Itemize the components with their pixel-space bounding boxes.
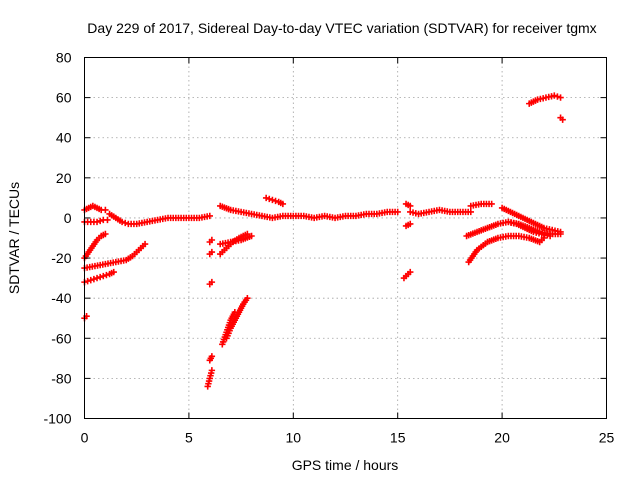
data-point <box>488 200 495 208</box>
x-tick-label: 15 <box>390 430 406 446</box>
data-layer <box>81 92 566 390</box>
data-point <box>269 196 276 204</box>
data-point <box>394 208 401 216</box>
data-point <box>407 202 414 210</box>
data-point <box>248 232 255 240</box>
series-arc-22 <box>407 206 474 218</box>
x-tick-label: 10 <box>286 430 302 446</box>
x-tick-label: 5 <box>185 430 193 446</box>
data-point <box>407 268 414 276</box>
data-point <box>266 195 273 203</box>
plot-frame <box>84 57 607 419</box>
series-arc-06 <box>81 313 90 322</box>
series-arc-08 <box>206 236 216 246</box>
y-tick-label: 20 <box>56 170 72 186</box>
data-point <box>93 218 101 226</box>
series-arc-13 <box>217 202 401 222</box>
data-point <box>122 219 129 227</box>
data-point <box>96 217 104 225</box>
data-point <box>208 236 216 244</box>
data-point <box>90 275 98 283</box>
chart-title: Day 229 of 2017, Sidereal Day-to-day VTE… <box>87 20 596 36</box>
series-arc-17 <box>223 294 251 342</box>
series-arc-21 <box>402 220 414 230</box>
data-point <box>96 273 104 281</box>
data-point <box>407 220 414 228</box>
data-point <box>244 230 251 238</box>
data-point <box>557 94 564 101</box>
data-point <box>208 353 216 360</box>
series-arc-09 <box>206 248 216 258</box>
data-point <box>208 278 216 286</box>
series-arc-18 <box>262 194 287 208</box>
series-arc-26 <box>498 204 564 236</box>
x-axis-label: GPS time / hours <box>292 457 399 473</box>
data-point <box>100 272 107 280</box>
y-tick-label: -80 <box>51 370 71 386</box>
series-arc-28 <box>526 92 564 107</box>
data-point <box>272 197 279 205</box>
series-arc-24 <box>465 232 548 266</box>
data-point <box>102 230 109 238</box>
series-arc-11 <box>204 367 216 390</box>
data-point <box>559 116 566 123</box>
y-tick-label: 0 <box>64 210 72 226</box>
data-point <box>103 271 110 279</box>
series-arc-20 <box>402 200 414 210</box>
series-arc-23 <box>467 200 495 210</box>
y-tick-label: -60 <box>51 330 71 346</box>
series-arc-03 <box>81 230 109 262</box>
series-arc-15 <box>217 230 251 258</box>
series-arc-07 <box>106 210 213 228</box>
data-point <box>118 218 126 226</box>
y-tick-label: -40 <box>51 290 71 306</box>
data-point <box>546 232 554 240</box>
data-point <box>141 240 149 248</box>
data-point <box>93 274 101 282</box>
series-arc-27 <box>505 218 554 240</box>
data-point <box>554 93 561 100</box>
series-arc-29 <box>557 114 566 123</box>
data-point <box>104 216 111 224</box>
data-point <box>557 228 564 236</box>
series-arc-12 <box>206 353 216 364</box>
x-tick-label: 0 <box>81 430 89 446</box>
data-point <box>279 200 287 208</box>
data-point <box>467 208 474 216</box>
y-tick-label: -100 <box>43 411 71 427</box>
axis-ticks: 0 5 10 15 20 25 -100 -80 -60 -40 -20 0 20 40 60 80 <box>43 50 614 446</box>
data-point <box>206 212 213 220</box>
data-point <box>110 268 117 276</box>
series-arc-01 <box>81 202 109 214</box>
data-point <box>551 92 558 99</box>
y-tick-label: -20 <box>51 250 71 266</box>
data-point <box>262 194 270 202</box>
series-arc-05 <box>81 268 117 286</box>
data-point <box>87 276 94 284</box>
data-point <box>208 248 216 256</box>
series-arc-19 <box>400 268 414 282</box>
data-point <box>208 367 216 374</box>
series-arc-10 <box>206 278 216 288</box>
data-point <box>244 294 251 302</box>
data-point <box>84 277 91 285</box>
x-tick-label: 25 <box>599 430 615 446</box>
y-tick-label: 40 <box>56 130 72 146</box>
y-tick-label: 60 <box>56 90 72 106</box>
y-axis-label: SDTVAR / TECUs <box>6 182 22 294</box>
data-point <box>102 206 109 214</box>
y-tick-label: 80 <box>56 50 72 66</box>
x-tick-label: 20 <box>494 430 510 446</box>
